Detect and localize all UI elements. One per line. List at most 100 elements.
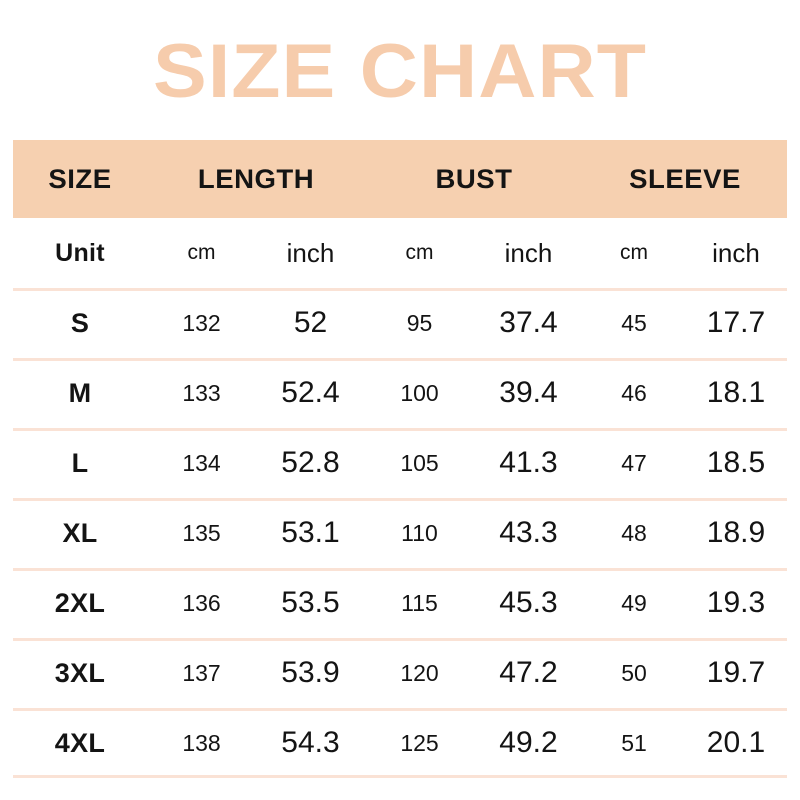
cell-bust-inch-value: 45.3 <box>499 586 558 619</box>
cell-length-cm: 132 <box>147 310 256 337</box>
cell-sleeve-cm: 51 <box>583 730 685 757</box>
table-row: 2XL 136 53.5 115 45.3 49 19.3 <box>13 568 787 638</box>
cell-sleeve-inch-value: 17.7 <box>706 306 766 339</box>
cell-bust-cm: 110 <box>365 520 474 547</box>
cell-length-inch-value: 53.9 <box>281 656 340 689</box>
cell-length-inch-value: 52.4 <box>281 376 340 409</box>
cell-sleeve-inch: 20.1 <box>685 726 787 760</box>
cell-bust-inch: 47.2 <box>474 656 583 690</box>
cell-sleeve-inch: 17.7 <box>685 306 787 340</box>
cell-length-cm-value: 134 <box>182 449 221 476</box>
cell-bust-inch-value: 49.2 <box>499 726 558 759</box>
cell-length-cm: 137 <box>147 660 256 687</box>
size-chart-table: SIZE LENGTH BUST SLEEVE Unit cm inch cm … <box>13 140 787 778</box>
cell-sleeve-inch-value: 18.5 <box>706 446 766 479</box>
cell-bust-cm-value: 110 <box>401 519 438 546</box>
cell-sleeve-inch-value: 18.1 <box>706 376 766 409</box>
cell-sleeve-cm-value: 50 <box>621 659 647 686</box>
cell-length-inch: 53.5 <box>256 586 365 620</box>
cell-bust-cm: 105 <box>365 450 474 477</box>
table-body: S 132 52 95 37.4 45 17.7 M 133 52.4 100 39.4 46 18.1 L… <box>13 288 787 778</box>
cell-bust-cm: 120 <box>365 660 474 687</box>
cell-length-inch: 54.3 <box>256 726 365 760</box>
cell-bust-inch: 45.3 <box>474 586 583 620</box>
unit-sleeve-cm: cm <box>620 241 648 264</box>
cell-sleeve-cm-value: 49 <box>621 589 647 616</box>
row-separator <box>13 638 787 641</box>
page-title: SIZE CHART <box>153 29 647 114</box>
cell-bust-inch-value: 47.2 <box>499 656 558 689</box>
cell-bust-cm-value: 95 <box>406 309 433 336</box>
cell-length-cm: 136 <box>147 590 256 617</box>
row-separator <box>13 708 787 711</box>
cell-length-cm-value: 135 <box>182 519 221 546</box>
table-row: S 132 52 95 37.4 45 17.7 <box>13 288 787 358</box>
cell-bust-cm-value: 100 <box>400 379 439 406</box>
cell-size-value: 4XL <box>54 727 106 758</box>
cell-length-cm-value: 138 <box>182 729 221 756</box>
cell-bust-inch-value: 39.4 <box>499 376 558 409</box>
cell-length-cm-value: 133 <box>182 379 221 406</box>
cell-sleeve-inch-value: 19.7 <box>706 656 766 689</box>
cell-sleeve-cm-value: 45 <box>621 309 647 336</box>
cell-bust-cm: 125 <box>365 730 474 757</box>
cell-length-inch-value: 52 <box>293 306 328 339</box>
cell-sleeve-cm-value: 46 <box>621 379 647 406</box>
cell-sleeve-cm: 50 <box>583 660 685 687</box>
cell-bust-cm-value: 120 <box>400 659 439 686</box>
cell-sleeve-cm-value: 47 <box>621 449 647 476</box>
cell-bust-inch: 41.3 <box>474 446 583 480</box>
cell-bust-cm-value: 125 <box>400 729 439 756</box>
unit-bust-inch: inch <box>504 237 553 268</box>
cell-sleeve-cm: 45 <box>583 310 685 337</box>
cell-sleeve-inch-value: 19.3 <box>706 586 766 619</box>
cell-length-cm: 135 <box>147 520 256 547</box>
table-row: XL 135 53.1 110 43.3 48 18.9 <box>13 498 787 568</box>
cell-length-inch-value: 53.5 <box>281 586 340 619</box>
cell-length-cm: 134 <box>147 450 256 477</box>
cell-bust-inch: 37.4 <box>474 306 583 340</box>
cell-length-inch: 53.9 <box>256 656 365 690</box>
cell-bust-cm: 115 <box>365 590 474 617</box>
cell-size-value: S <box>70 307 90 338</box>
cell-length-inch: 53.1 <box>256 516 365 550</box>
cell-sleeve-inch-value: 20.1 <box>706 726 766 759</box>
cell-size-value: 3XL <box>54 657 106 688</box>
column-group-header-length: LENGTH <box>197 163 315 194</box>
cell-bust-cm-value: 115 <box>401 589 438 616</box>
table-unit-row: Unit cm inch cm inch cm inch <box>13 218 787 288</box>
cell-sleeve-cm: 48 <box>583 520 685 547</box>
cell-size: 3XL <box>13 658 147 689</box>
cell-sleeve-inch: 19.3 <box>685 586 787 620</box>
unit-row-label: Unit <box>55 238 105 267</box>
row-separator <box>13 358 787 361</box>
cell-size: M <box>13 378 147 409</box>
row-separator <box>13 568 787 571</box>
cell-length-inch-value: 53.1 <box>281 516 340 549</box>
table-row: L 134 52.8 105 41.3 47 18.5 <box>13 428 787 498</box>
column-group-header-sleeve: SLEEVE <box>629 163 741 194</box>
row-separator <box>13 288 787 291</box>
cell-bust-inch: 43.3 <box>474 516 583 550</box>
cell-bust-cm: 100 <box>365 380 474 407</box>
cell-sleeve-cm: 47 <box>583 450 685 477</box>
cell-length-inch-value: 54.3 <box>281 726 340 759</box>
column-group-header-size: SIZE <box>48 163 112 194</box>
unit-length-cm: cm <box>187 241 216 264</box>
cell-size-value: XL <box>62 517 98 548</box>
cell-length-inch: 52.4 <box>256 376 365 410</box>
cell-sleeve-inch: 18.1 <box>685 376 787 410</box>
page-title-container: SIZE CHART <box>0 26 800 118</box>
cell-size-value: L <box>71 447 89 478</box>
cell-size: S <box>13 308 147 339</box>
cell-length-cm-value: 136 <box>182 589 221 616</box>
cell-sleeve-cm: 46 <box>583 380 685 407</box>
cell-sleeve-inch: 18.5 <box>685 446 787 480</box>
cell-bust-cm-value: 105 <box>400 449 439 476</box>
cell-sleeve-cm-value: 48 <box>621 519 647 546</box>
cell-bust-inch-value: 41.3 <box>499 446 558 479</box>
column-group-header-bust: BUST <box>435 163 513 194</box>
unit-bust-cm: cm <box>405 241 434 264</box>
cell-length-inch-value: 52.8 <box>281 446 340 479</box>
